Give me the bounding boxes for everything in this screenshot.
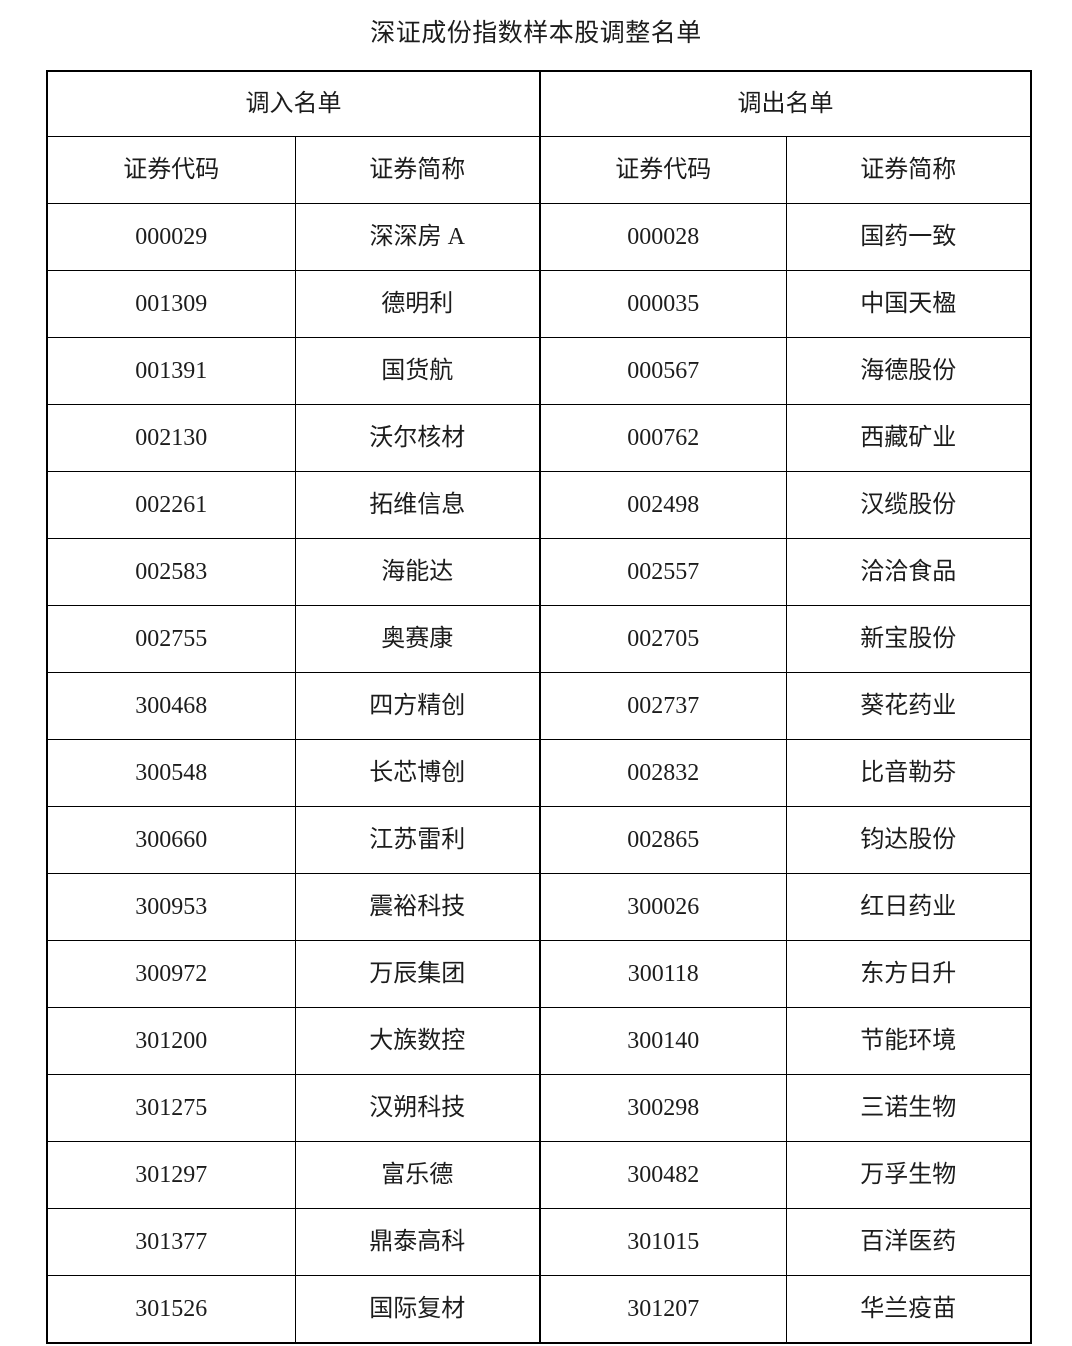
cell-in-code: 300548: [46, 739, 296, 807]
cell-out-code: 300118: [539, 940, 787, 1008]
table-row: 300953 震裕科技 300026 红日药业: [46, 873, 1032, 941]
table-row: 000029 深深房 A 000028 国药一致: [46, 203, 1032, 271]
cell-in-name: 拓维信息: [294, 471, 541, 539]
cell-in-code: 002130: [46, 404, 296, 472]
cell-in-code: 300972: [46, 940, 296, 1008]
cell-in-code: 300953: [46, 873, 296, 941]
cell-out-code: 301015: [539, 1208, 787, 1276]
cell-in-code: 002583: [46, 538, 296, 606]
table-row: 301275 汉朔科技 300298 三诺生物: [46, 1074, 1032, 1142]
cell-out-code: 300140: [539, 1007, 787, 1075]
cell-in-code: 002261: [46, 471, 296, 539]
cell-out-code: 002832: [539, 739, 787, 807]
table-row: 301526 国际复材 301207 华兰疫苗: [46, 1275, 1032, 1344]
table-row: 001309 德明利 000035 中国天楹: [46, 270, 1032, 338]
table-row: 300548 长芯博创 002832 比音勒芬: [46, 739, 1032, 807]
table-head: 调入名单 调出名单 证券代码 证券简称 证券代码 证券简称: [46, 70, 1032, 204]
cell-in-name: 德明利: [294, 270, 541, 338]
cell-in-code: 001391: [46, 337, 296, 405]
cell-out-name: 红日药业: [785, 873, 1032, 941]
cell-in-name: 四方精创: [294, 672, 541, 740]
cell-out-name: 国药一致: [785, 203, 1032, 271]
cell-out-code: 300026: [539, 873, 787, 941]
cell-in-code: 301526: [46, 1275, 296, 1344]
cell-out-name: 西藏矿业: [785, 404, 1032, 472]
table-row: 300660 江苏雷利 002865 钧达股份: [46, 806, 1032, 874]
cell-out-code: 301207: [539, 1275, 787, 1344]
cell-out-code: 000028: [539, 203, 787, 271]
cell-in-code: 301275: [46, 1074, 296, 1142]
cell-out-code: 002865: [539, 806, 787, 874]
table-row: 002583 海能达 002557 洽洽食品: [46, 538, 1032, 606]
column-header-out-name: 证券简称: [785, 136, 1032, 204]
cell-out-name: 汉缆股份: [785, 471, 1032, 539]
cell-in-name: 万辰集团: [294, 940, 541, 1008]
cell-in-code: 301297: [46, 1141, 296, 1209]
cell-out-name: 中国天楹: [785, 270, 1032, 338]
cell-out-code: 002705: [539, 605, 787, 673]
cell-in-code: 001309: [46, 270, 296, 338]
adjustment-table-container: 调入名单 调出名单 证券代码 证券简称 证券代码 证券简称 000029 深深房 …: [46, 70, 1032, 1344]
cell-out-name: 百洋医药: [785, 1208, 1032, 1276]
cell-in-code: 002755: [46, 605, 296, 673]
cell-out-code: 300482: [539, 1141, 787, 1209]
cell-out-name: 三诺生物: [785, 1074, 1032, 1142]
cell-in-name: 国际复材: [294, 1275, 541, 1344]
table-row: 002130 沃尔核材 000762 西藏矿业: [46, 404, 1032, 472]
cell-out-name: 洽洽食品: [785, 538, 1032, 606]
cell-out-code: 000035: [539, 270, 787, 338]
cell-out-code: 002557: [539, 538, 787, 606]
adjustment-table: 调入名单 调出名单 证券代码 证券简称 证券代码 证券简称 000029 深深房 …: [46, 70, 1032, 1344]
cell-out-name: 海德股份: [785, 337, 1032, 405]
cell-out-code: 002498: [539, 471, 787, 539]
cell-out-code: 000762: [539, 404, 787, 472]
cell-in-name: 震裕科技: [294, 873, 541, 941]
table-row: 301297 富乐德 300482 万孚生物: [46, 1141, 1032, 1209]
cell-in-code: 301377: [46, 1208, 296, 1276]
cell-out-name: 葵花药业: [785, 672, 1032, 740]
cell-out-name: 钧达股份: [785, 806, 1032, 874]
cell-in-name: 深深房 A: [294, 203, 541, 271]
group-header-exclusions: 调出名单: [539, 70, 1032, 137]
group-header-row: 调入名单 调出名单: [46, 70, 1032, 137]
table-row: 002261 拓维信息 002498 汉缆股份: [46, 471, 1032, 539]
cell-out-name: 华兰疫苗: [785, 1275, 1032, 1344]
cell-in-name: 海能达: [294, 538, 541, 606]
cell-in-name: 富乐德: [294, 1141, 541, 1209]
column-header-out-code: 证券代码: [539, 136, 787, 204]
cell-in-name: 奥赛康: [294, 605, 541, 673]
cell-out-code: 002737: [539, 672, 787, 740]
table-row: 301377 鼎泰高科 301015 百洋医药: [46, 1208, 1032, 1276]
cell-in-name: 鼎泰高科: [294, 1208, 541, 1276]
table-row: 001391 国货航 000567 海德股份: [46, 337, 1032, 405]
cell-out-name: 新宝股份: [785, 605, 1032, 673]
cell-in-name: 江苏雷利: [294, 806, 541, 874]
table-row: 300468 四方精创 002737 葵花药业: [46, 672, 1032, 740]
cell-out-name: 比音勒芬: [785, 739, 1032, 807]
cell-in-code: 300468: [46, 672, 296, 740]
page-title: 深证成份指数样本股调整名单: [370, 20, 702, 47]
cell-in-name: 大族数控: [294, 1007, 541, 1075]
table-row: 002755 奥赛康 002705 新宝股份: [46, 605, 1032, 673]
cell-in-name: 国货航: [294, 337, 541, 405]
table-body: 000029 深深房 A 000028 国药一致 001309 德明利 000035 中国天楹…: [46, 203, 1032, 1344]
table-row: 301200 大族数控 300140 节能环境: [46, 1007, 1032, 1075]
cell-out-code: 000567: [539, 337, 787, 405]
cell-in-code: 300660: [46, 806, 296, 874]
column-header-in-code: 证券代码: [46, 136, 296, 204]
cell-out-name: 东方日升: [785, 940, 1032, 1008]
table-row: 300972 万辰集团 300118 东方日升: [46, 940, 1032, 1008]
group-header-inclusions: 调入名单: [46, 70, 541, 137]
cell-in-name: 汉朔科技: [294, 1074, 541, 1142]
column-header-in-name: 证券简称: [294, 136, 541, 204]
cell-in-name: 沃尔核材: [294, 404, 541, 472]
cell-out-name: 节能环境: [785, 1007, 1032, 1075]
cell-out-code: 300298: [539, 1074, 787, 1142]
column-header-row: 证券代码 证券简称 证券代码 证券简称: [46, 136, 1032, 204]
cell-in-code: 000029: [46, 203, 296, 271]
cell-in-code: 301200: [46, 1007, 296, 1075]
cell-in-name: 长芯博创: [294, 739, 541, 807]
cell-out-name: 万孚生物: [785, 1141, 1032, 1209]
